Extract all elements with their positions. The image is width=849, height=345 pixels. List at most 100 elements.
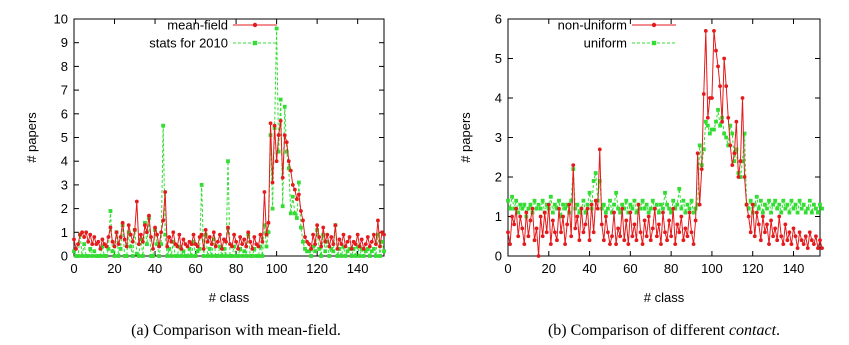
chart-b-series-0-point-91 [691,242,696,247]
chart-b-series-1-point-24 [555,206,559,211]
chart-b-series-1-point-126 [763,202,767,207]
chart-b-series-1-point-124 [758,198,763,203]
chart-b-series-1-point-104 [718,123,722,128]
chart-a-series-0-point-97 [268,121,273,126]
chart-a-series-0-point-147 [369,239,374,244]
chart-a-series-1-point-57 [187,246,192,251]
chart-b-series-1-point-146 [803,210,808,215]
chart-b-series-1-point-58 [624,198,629,203]
chart-b-series-1-point-33 [573,206,578,211]
chart-a-series-0-point-148 [371,232,376,237]
chart-a-series-0-point-105 [284,140,289,145]
chart-a-series-0-point-21 [114,230,119,235]
chart-a-series-1-point-118 [311,244,315,249]
chart-b-series-1-point-131 [773,198,778,203]
chart-a-ytick-label-1: 1 [61,225,68,240]
chart-b-series-0-point-71 [650,226,655,231]
chart-a-legend-label-1: stats for 2010 [149,36,228,51]
chart-b-series-0-point-114 [738,159,743,164]
chart-b-series-0-point-68 [644,234,649,239]
chart-a-series-0-point-58 [189,242,194,247]
chart-a-series-0-point-122 [319,244,324,249]
chart-b-series-1-point-139 [789,198,794,203]
chart-b-series-1-point-69 [646,210,651,215]
chart-a-series-1-point-104 [282,104,287,109]
chart-b-series-0-point-78 [665,238,669,243]
chart-b-series-0-point-16 [538,214,543,219]
chart-b-series-1-point-47 [601,202,606,207]
chart-a-series-1-point-53 [179,254,184,258]
chart-b-series-0-point-129 [769,218,773,223]
chart-b-series-1-point-11 [528,202,533,207]
chart-a-x-axis-label: # class [209,290,250,305]
chart-b-series-0-point-120 [750,202,755,207]
chart-b-series-0-point-84 [677,230,682,235]
chart-a-series-0-point-106 [286,159,291,164]
chart-a-series-1-point-149 [373,254,378,258]
chart-a-series-0-point-69 [211,230,216,235]
chart-b-series-0-point-5 [516,234,521,239]
chart-a-series-1-point-108 [290,194,295,199]
chart-b-series-1-point-8 [522,202,527,207]
chart-a-series-0-point-43 [159,230,164,235]
chart-b-series-0-point-24 [555,238,559,243]
chart-b-series-0-point-89 [687,210,692,215]
chart-b-series-0-point-122 [754,210,759,215]
chart-a-plot-frame [73,18,385,257]
chart-a-series-1-point-100 [274,26,279,31]
chart-a-series-1-point-19 [110,249,115,254]
chart-b-series-0-point-2 [510,214,514,219]
chart-a-series-1-point-82 [238,246,243,251]
chart-a-series-1-point-76 [226,159,230,164]
chart-b-series-0-point-36 [579,206,584,211]
chart-b-ytick-label-1: 1 [495,209,502,224]
chart-a-series-1-line [73,28,385,258]
chart-a-series-1-point-96 [266,230,271,235]
chart-a-series-0-point-67 [207,235,212,239]
chart-b-series-0-point-96 [701,92,706,96]
chart-a-series-1-point-143 [361,254,366,258]
chart-a-series-1-point-5 [82,242,87,247]
chart-b-series-1-point-151 [814,206,818,211]
chart-b-series-0-point-28 [563,242,567,247]
chart-a-series-1-point-32 [136,254,141,258]
chart-a-series-1-point-146 [367,254,372,258]
chart-b-xtick-label-2: 40 [582,261,596,276]
chart-b-series-0-point-142 [795,246,800,251]
chart-a-series-1-point-111 [297,180,301,185]
chart-a-series-1-point-49 [171,239,176,244]
chart-b-xtick-label-7: 140 [783,261,805,276]
chart-a-series-1-point-48 [169,254,174,258]
chart-b-series-0-point-7 [520,226,525,231]
chart-a-series-0-point-42 [157,244,161,249]
chart-a-series-0-point-48 [169,239,174,244]
chart-b-series-0-point-134 [779,234,784,239]
chart-a-series-0-point-1 [74,246,78,251]
chart-a-series-0-point-78 [230,244,234,249]
chart-a-series-1-point-130 [335,254,340,258]
chart-a-series-1-point-62 [197,246,202,251]
chart-b-series-1-point-154 [820,206,824,211]
chart-a-series-0-point-14 [100,237,105,242]
chart-a-series-1-point-46 [165,254,170,258]
chart-b-series-0-point-18 [542,210,547,215]
chart-b-series-0-point-37 [581,230,586,235]
chart-b-series-0-point-100 [710,96,714,100]
chart-a-series-1-point-91 [256,254,261,258]
chart-a-series-1-point-18 [108,209,113,213]
chart-b-series-1-point-53 [614,190,618,195]
chart-b-series-0-point-149 [809,238,814,243]
chart-b-series-1-point-23 [553,202,557,207]
chart-a-series-1-point-7 [86,254,91,258]
chart-b-series-1-point-4 [514,198,519,203]
chart-b-series-1-point-74 [657,210,661,215]
chart-b-series-1-point-16 [538,206,543,211]
chart-a-series-1-point-8 [88,246,93,251]
chart-b-series-1-point-59 [626,210,631,215]
chart-b-series-1-point-73 [654,202,659,207]
chart-a-series-0-point-71 [215,239,220,244]
chart-b-caption: (b) Comparison of different contact. [548,322,780,339]
chart-b-xtick-label-0: 0 [504,261,511,276]
chart-a-series-0-point-37 [147,213,151,218]
chart-b-series-0-point-93 [695,151,700,156]
